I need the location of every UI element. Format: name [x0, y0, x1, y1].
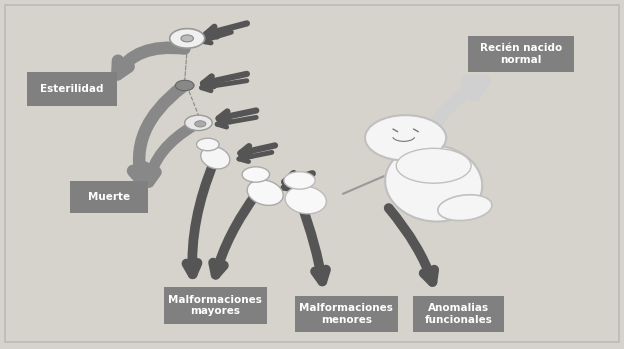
Circle shape [195, 121, 206, 127]
Ellipse shape [201, 147, 230, 169]
Ellipse shape [385, 145, 482, 222]
Text: Malformaciones
mayores: Malformaciones mayores [168, 295, 262, 316]
FancyBboxPatch shape [468, 36, 574, 73]
Circle shape [242, 167, 270, 182]
Circle shape [170, 29, 205, 48]
Text: Esterilidad: Esterilidad [40, 84, 104, 94]
FancyBboxPatch shape [26, 72, 117, 106]
Text: Anomalias
funcionales: Anomalias funcionales [425, 303, 492, 325]
FancyBboxPatch shape [163, 287, 267, 324]
Circle shape [365, 115, 446, 161]
FancyBboxPatch shape [413, 296, 504, 332]
Circle shape [175, 80, 194, 91]
Ellipse shape [438, 195, 492, 221]
Circle shape [284, 172, 315, 189]
Circle shape [185, 115, 212, 131]
Text: Malformaciones
menores: Malformaciones menores [300, 303, 393, 325]
Ellipse shape [247, 180, 283, 205]
FancyBboxPatch shape [295, 296, 398, 332]
Circle shape [197, 138, 219, 151]
FancyBboxPatch shape [70, 181, 148, 213]
Ellipse shape [285, 186, 326, 214]
Circle shape [181, 35, 193, 42]
Text: Muerte: Muerte [88, 192, 130, 202]
Ellipse shape [396, 148, 471, 183]
Text: Recién nacido
normal: Recién nacido normal [480, 43, 562, 65]
